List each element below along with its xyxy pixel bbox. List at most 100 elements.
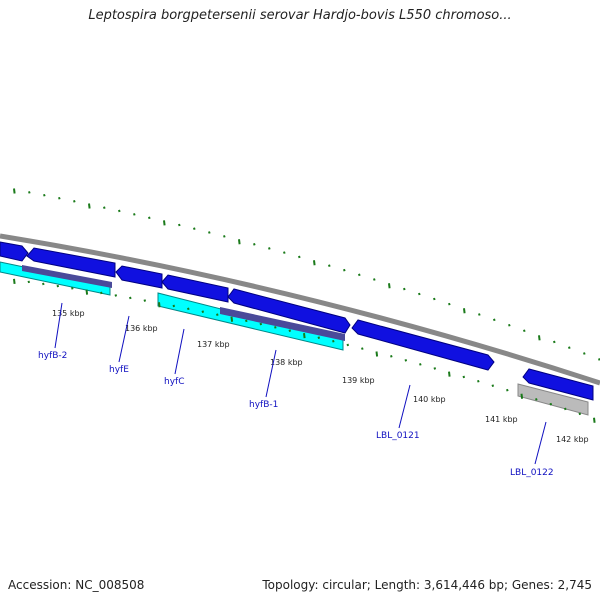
tick-mark: [114, 294, 118, 297]
leader-line: [265, 349, 277, 398]
kbp-label: 136 kbp: [125, 324, 158, 333]
tick-mark: [578, 412, 582, 416]
tick-mark: [343, 268, 346, 272]
tick-mark: [245, 319, 248, 323]
tick-mark: [313, 260, 316, 266]
kbp-label: 137 kbp: [197, 340, 230, 349]
feature-bars: [0, 261, 589, 416]
cds-track: [0, 241, 594, 401]
map-title: Leptospira borgpetersenii serovar Hardjo…: [88, 8, 512, 23]
tick-mark: [493, 318, 496, 322]
tick-mark: [208, 231, 211, 234]
kbp-label: 138 kbp: [270, 358, 303, 367]
tick-mark: [583, 352, 586, 355]
tick-mark: [506, 388, 509, 392]
leader-lines: [54, 302, 547, 465]
tick-mark: [361, 347, 364, 350]
tick-mark: [390, 355, 393, 358]
tick-mark: [274, 326, 277, 329]
tick-mark: [373, 278, 376, 281]
gene-label-hyfB-1[interactable]: hyfB-1: [249, 400, 278, 410]
tick-mark: [216, 313, 219, 316]
purple-feature: [220, 307, 345, 341]
tick-mark: [148, 216, 151, 220]
tick-mark: [478, 313, 481, 316]
grey-feature: [517, 383, 589, 416]
cds-arrow: [227, 288, 351, 334]
kbp-label: 142 kbp: [556, 435, 589, 444]
tick-mark: [85, 289, 89, 295]
backbone-line: [0, 233, 600, 386]
tick-mark: [118, 209, 121, 213]
leader-line: [118, 315, 130, 363]
tick-mark: [303, 333, 306, 339]
tick-mark: [27, 280, 31, 284]
leader-line: [54, 302, 63, 349]
cds-arrow: [522, 368, 594, 401]
tick-mark: [73, 200, 76, 203]
purple-feature: [22, 265, 112, 288]
cds-arrow: [26, 247, 116, 278]
tick-mark: [568, 346, 571, 349]
tick-mark: [388, 283, 391, 289]
tick-mark: [433, 367, 437, 370]
tick-mark: [418, 292, 421, 296]
tick-mark: [187, 307, 190, 311]
tick-mark: [549, 402, 553, 406]
tick-mark: [593, 417, 596, 423]
tick-mark: [158, 302, 161, 308]
gene-labels: hyfB-2 hyfE hyfC hyfB-1 LBL_0121 LBL_012…: [38, 351, 554, 478]
tick-mark: [520, 393, 524, 399]
kbp-label: 139 kbp: [342, 376, 375, 385]
tick-mark: [13, 188, 16, 194]
leader-line: [534, 421, 547, 465]
outer-tick-ring: [13, 188, 600, 361]
tick-mark: [553, 340, 556, 344]
tick-mark: [178, 223, 181, 227]
tick-mark: [100, 291, 103, 295]
tick-mark: [358, 273, 361, 277]
tick-mark: [42, 282, 45, 286]
tick-mark: [403, 287, 406, 291]
gene-label-LBL_0121[interactable]: LBL_0121: [376, 431, 420, 441]
tick-mark: [103, 206, 106, 209]
gene-label-hyfE[interactable]: hyfE: [109, 365, 129, 375]
tick-mark: [433, 297, 436, 301]
tick-mark: [404, 359, 408, 362]
tick-mark: [133, 213, 136, 216]
tick-mark: [230, 316, 234, 322]
tick-mark: [143, 299, 147, 302]
tick-mark: [129, 296, 132, 300]
tick-mark: [535, 398, 538, 401]
tick-mark: [201, 310, 205, 313]
cds-arrow: [115, 265, 163, 289]
tick-mark: [419, 363, 422, 366]
gene-label-LBL_0122[interactable]: LBL_0122: [510, 468, 554, 478]
tick-mark: [223, 235, 226, 238]
tick-mark: [43, 193, 46, 197]
gene-label-hyfC[interactable]: hyfC: [164, 377, 184, 387]
tick-mark: [298, 255, 301, 259]
tick-mark: [13, 278, 16, 284]
kbp-labels: 135 kbp 136 kbp 137 kbp 138 kbp 139 kbp …: [52, 309, 589, 444]
tick-mark: [172, 304, 176, 308]
tick-mark: [328, 264, 331, 267]
tick-mark: [448, 302, 451, 306]
tick-mark: [283, 251, 286, 254]
tick-mark: [259, 322, 263, 326]
tick-mark: [163, 220, 166, 226]
tick-mark: [58, 196, 61, 200]
gene-label-hyfB-2[interactable]: hyfB-2: [38, 351, 67, 361]
leader-line: [174, 328, 185, 375]
tick-mark: [288, 329, 292, 333]
tick-mark: [238, 239, 241, 245]
tick-mark: [477, 379, 480, 383]
tick-mark: [56, 284, 60, 288]
tick-mark: [346, 343, 350, 347]
tick-mark: [268, 247, 271, 250]
tick-mark: [564, 407, 567, 411]
tick-mark: [28, 191, 31, 194]
cds-arrow: [351, 319, 495, 371]
tick-mark: [523, 329, 526, 333]
